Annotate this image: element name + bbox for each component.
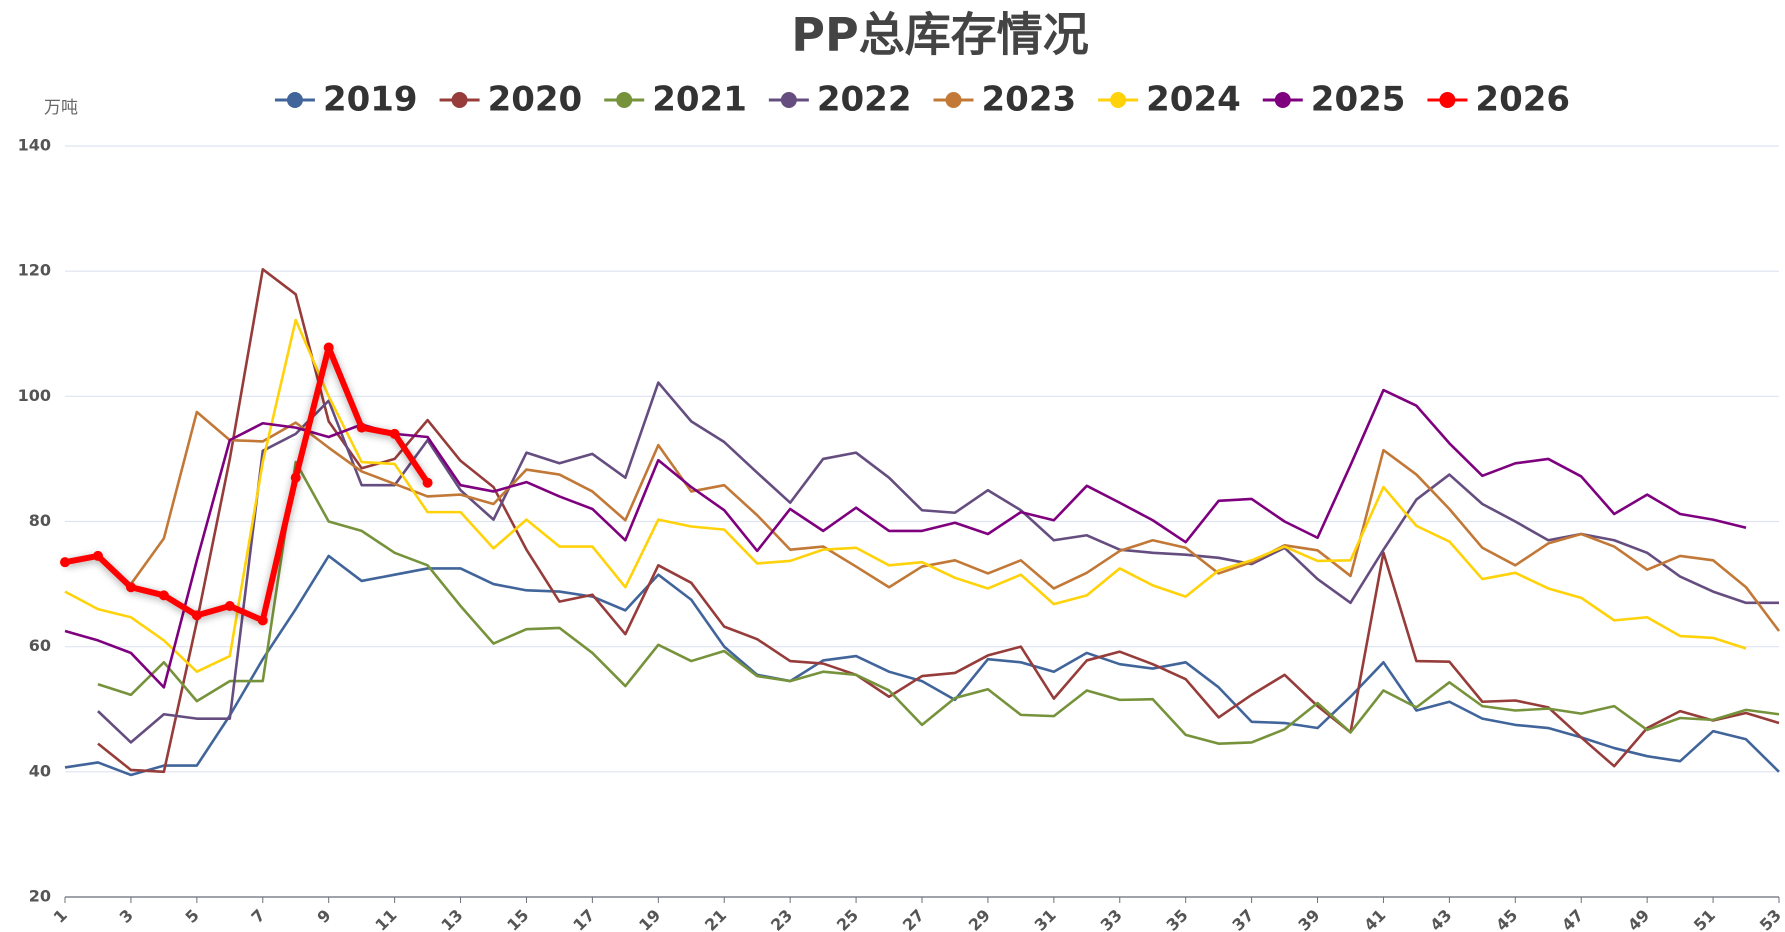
x-tick-label: 19 xyxy=(635,906,664,932)
x-tick-label: 39 xyxy=(1294,906,1323,932)
legend-label: 2024 xyxy=(1146,80,1241,120)
y-tick-label: 120 xyxy=(18,261,51,280)
data-point xyxy=(92,550,103,561)
series-line xyxy=(97,460,1780,745)
data-point xyxy=(125,582,136,593)
x-tick-label: 31 xyxy=(1031,906,1060,932)
legend-label: 2021 xyxy=(652,80,747,120)
x-tick-label: 13 xyxy=(437,906,466,932)
data-point xyxy=(257,615,268,626)
x-tick-label: 47 xyxy=(1558,906,1587,932)
legend-swatch xyxy=(451,92,468,108)
legend-swatch xyxy=(1110,92,1127,108)
x-tick-label: 37 xyxy=(1228,906,1257,932)
x-tick-label: 1 xyxy=(50,906,71,927)
legend-item: 2020 xyxy=(439,80,583,120)
legend-swatch xyxy=(945,92,962,108)
legend-item: 2026 xyxy=(1427,80,1570,120)
legend-item: 2021 xyxy=(604,80,747,120)
series-line xyxy=(64,318,1747,673)
series-line xyxy=(64,554,1780,777)
chart-title: PP总库存情况 xyxy=(791,8,1088,62)
data-point xyxy=(191,610,202,621)
data-point xyxy=(356,422,367,433)
legend-swatch xyxy=(286,92,303,108)
x-tick-label: 3 xyxy=(116,906,137,927)
x-tick-label: 9 xyxy=(313,906,334,927)
legend-label: 2019 xyxy=(323,80,418,120)
x-tick-label: 29 xyxy=(965,906,994,932)
legend-label: 2020 xyxy=(488,80,583,120)
y-tick-label: 80 xyxy=(29,511,51,530)
x-tick-label: 17 xyxy=(569,906,598,932)
x-tick-label: 33 xyxy=(1097,906,1126,932)
x-tick-label: 53 xyxy=(1756,906,1785,932)
x-tick-label: 5 xyxy=(182,906,203,927)
legend-swatch xyxy=(1274,92,1291,108)
legend: 2019 2020 2021 2022 2023 2024 2025 2026 xyxy=(274,80,1570,120)
x-tick-label: 45 xyxy=(1492,906,1521,932)
x-tick-label: 51 xyxy=(1690,906,1719,932)
series-line xyxy=(129,410,1781,632)
data-point xyxy=(422,477,433,488)
legend-item: 2022 xyxy=(768,80,912,120)
legend-swatch xyxy=(1439,92,1456,108)
data-point xyxy=(224,600,235,611)
y-tick-label: 20 xyxy=(29,887,51,906)
legend-label: 2023 xyxy=(982,80,1077,120)
y-tick-label: 40 xyxy=(29,761,51,780)
x-tick-label: 49 xyxy=(1624,906,1653,932)
legend-item: 2025 xyxy=(1262,80,1406,120)
x-tick-label: 27 xyxy=(899,906,928,932)
legend-swatch xyxy=(616,92,633,108)
data-point xyxy=(158,590,169,601)
x-tick-label: 7 xyxy=(247,906,268,927)
legend-swatch xyxy=(780,92,797,108)
legend-item: 2023 xyxy=(933,80,1077,120)
data-point xyxy=(323,342,334,353)
y-tick-label: 100 xyxy=(18,386,51,405)
legend-label: 2022 xyxy=(817,80,912,120)
x-tick-label: 11 xyxy=(371,906,400,932)
series-line xyxy=(64,344,431,624)
x-tick-label: 25 xyxy=(833,906,862,932)
data-point xyxy=(60,557,70,568)
x-tick-label: 23 xyxy=(767,906,796,932)
y-tick-label: 60 xyxy=(29,636,51,655)
legend-label: 2026 xyxy=(1475,80,1570,120)
data-point xyxy=(290,472,301,483)
y-axis-unit: 万吨 xyxy=(44,98,78,118)
x-tick-label: 41 xyxy=(1360,906,1389,932)
series-line xyxy=(64,388,1747,689)
legend-item: 2024 xyxy=(1098,80,1241,120)
data-point xyxy=(389,428,400,439)
x-tick-label: 43 xyxy=(1426,906,1455,932)
series-line xyxy=(97,381,1779,744)
legend-item: 2019 xyxy=(274,80,418,120)
series-line xyxy=(97,267,1780,774)
legend-label: 2025 xyxy=(1311,80,1406,120)
x-tick-label: 35 xyxy=(1163,906,1192,932)
x-tick-label: 15 xyxy=(503,906,532,932)
x-tick-label: 21 xyxy=(701,906,730,932)
y-tick-label: 140 xyxy=(18,136,51,155)
